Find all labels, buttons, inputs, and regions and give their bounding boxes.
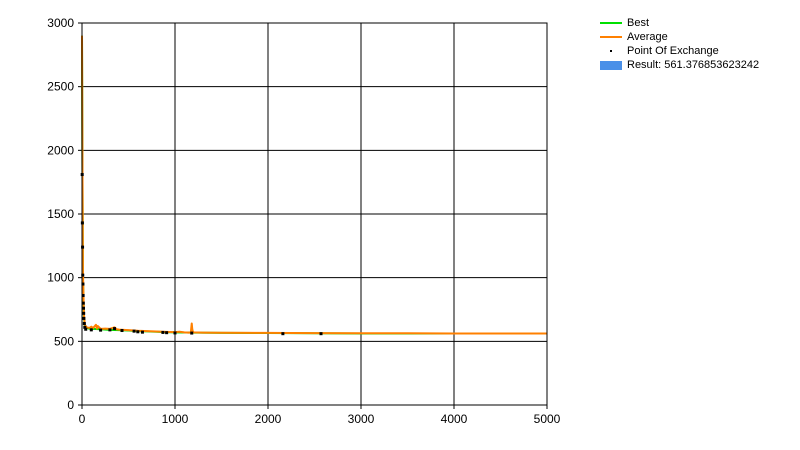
exchange-point [108,328,112,332]
exchange-point [120,329,124,333]
exchange-point [81,301,85,305]
exchange-point [81,273,85,277]
series-line-best [81,35,547,335]
exchange-point [84,327,88,331]
plot-frame [81,22,548,406]
exchange-point [113,327,117,331]
legend-item-average: Average [600,30,759,44]
legend-swatch-result [600,60,622,70]
exchange-point [140,330,144,334]
y-tick-label: 0 [67,398,74,412]
y-tick-label: 1000 [47,271,74,285]
y-tick-label: 2000 [47,143,74,157]
legend-item-best: Best [600,16,759,30]
legend-label-result: Result: 561.376853623242 [627,59,760,71]
exchange-point [81,293,85,297]
y-tick-label: 500 [54,334,74,348]
x-tick-label: 0 [79,412,86,426]
exchange-point [281,332,285,336]
y-tick-label: 2500 [47,80,74,94]
exchange-point [161,330,165,334]
legend: Best Average Point Of Exchange Result: 5… [600,16,759,72]
exchange-point [83,325,87,329]
legend-label-exchange: Point Of Exchange [627,45,719,57]
x-tick-label: 1000 [162,412,189,426]
legend-swatch-average [600,36,622,38]
exchange-point [132,329,136,333]
exchange-point [82,311,86,315]
exchange-point [82,322,86,326]
exchange-point [81,306,85,310]
series-line-average [81,35,547,335]
exchange-point [319,332,323,336]
y-tick-label: 1500 [47,207,74,221]
legend-label-best: Best [627,17,650,29]
exchange-point [81,282,85,286]
grid [78,22,548,409]
exchange-point [136,330,140,334]
exchange-point [165,331,169,335]
exchange-point [81,245,85,249]
exchange-point [89,328,93,332]
x-tick-label: 2000 [255,412,282,426]
legend-item-result: Result: 561.376853623242 [600,58,759,72]
exchange-point [82,316,86,320]
legend-swatch-exchange [600,44,622,58]
x-tick-label: 3000 [348,412,375,426]
y-tick-label: 3000 [47,16,74,30]
legend-item-exchange: Point Of Exchange [600,44,759,58]
legend-label-average: Average [627,31,668,43]
legend-swatch-best [600,22,622,24]
exchange-point [173,331,177,335]
exchange-point [190,331,194,335]
series-layer [80,35,547,336]
x-tick-label: 4000 [441,412,468,426]
tick-labels: 0 1000 2000 3000 4000 5000 0 500 1000 1500 2000 250… [47,16,560,426]
exchange-point [99,328,103,332]
x-tick-label: 5000 [534,412,561,426]
